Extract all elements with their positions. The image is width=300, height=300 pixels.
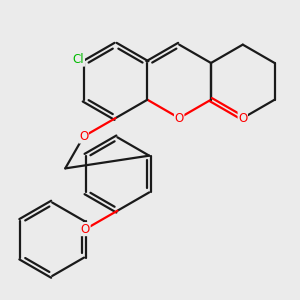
Text: Cl: Cl — [73, 53, 84, 66]
Text: O: O — [81, 223, 90, 236]
Text: O: O — [79, 130, 88, 143]
Text: O: O — [238, 112, 248, 124]
Text: O: O — [175, 112, 184, 124]
